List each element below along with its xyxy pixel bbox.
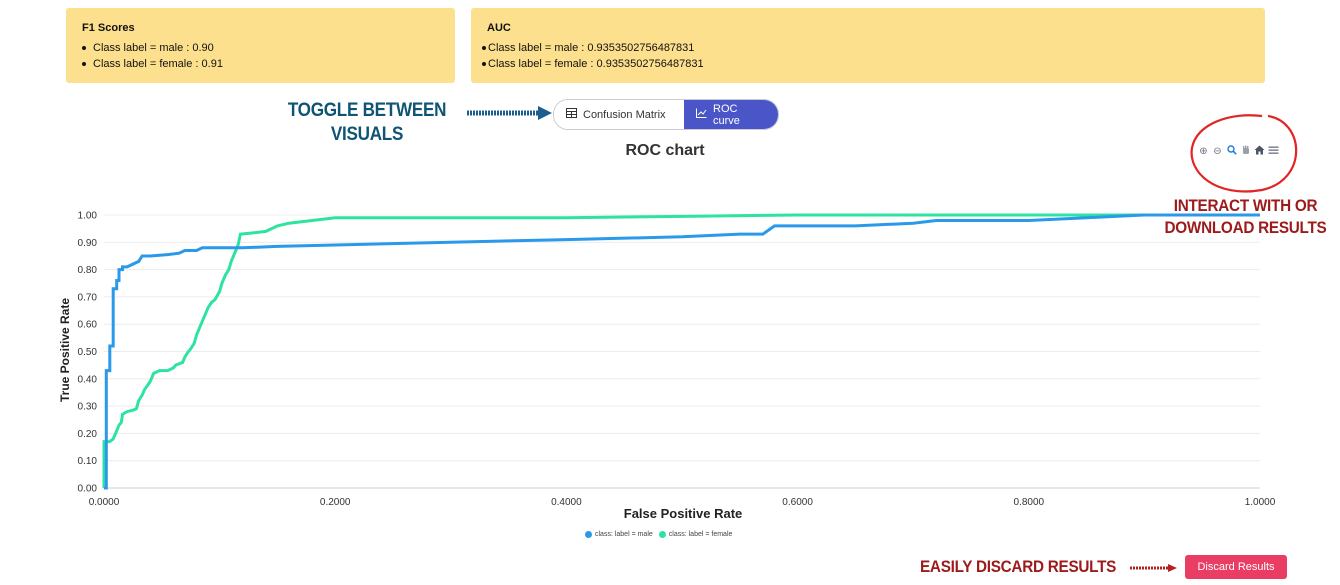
y-tick-label: 0.10	[78, 456, 98, 467]
y-axis-ticks: 0.00 0.10 0.20 0.30 0.40 0.50 0.60 0.70 0.80 0.90…	[78, 211, 98, 495]
table-icon	[566, 108, 577, 121]
roc-curve-label: ROC curve	[713, 102, 740, 127]
y-tick-label: 0.00	[78, 484, 98, 495]
x-tick-label: 1.0000	[1245, 497, 1276, 508]
discard-annotation: EASILY DISCARD RESULTS	[920, 557, 1117, 576]
series-line-male[interactable]	[104, 213, 1260, 490]
visual-toggle: Confusion Matrix ROC curve	[553, 99, 779, 130]
auc-card: AUC Class label = male : 0.9353502756487…	[471, 8, 1265, 83]
interact-annotation-line2: DOWNLOAD RESULTS	[1164, 218, 1327, 237]
y-tick-label: 0.80	[78, 265, 98, 276]
auc-item-male-text: Class label = male : 0.9353502756487831	[488, 42, 695, 54]
legend-item-female[interactable]: class: label = female	[658, 531, 733, 538]
zoom-in-icon[interactable]: ⊕	[1199, 146, 1208, 157]
legend-item-male[interactable]: class: label = male	[585, 531, 653, 538]
f1-scores-card: F1 Scores Class label = male : 0.90 Clas…	[66, 8, 455, 83]
legend-label-male: class: label = male	[595, 531, 653, 538]
y-tick-label: 0.60	[78, 320, 98, 331]
highlight-circle	[1190, 114, 1298, 193]
f1-item-male: Class label = male : 0.90	[82, 40, 455, 56]
auc-item-female-text: Class label = female : 0.935350275648783…	[488, 58, 704, 70]
discard-results-button[interactable]: Discard Results	[1185, 555, 1287, 579]
f1-item-female-text: Class label = female : 0.91	[93, 58, 223, 70]
interact-annotation-line1: INTERACT WITH OR	[1173, 196, 1318, 215]
y-tick-label: 0.30	[78, 402, 98, 413]
confusion-matrix-toggle[interactable]: Confusion Matrix	[554, 100, 684, 129]
y-axis-label: True Positive Rate	[58, 298, 72, 402]
x-tick-label: 0.8000	[1014, 497, 1045, 508]
legend-label-female: class: label = female	[668, 531, 733, 538]
series-line-female[interactable]	[102, 213, 1260, 488]
auc-title: AUC	[487, 22, 511, 34]
home-icon[interactable]	[1254, 145, 1265, 159]
y-tick-label: 0.70	[78, 292, 98, 303]
toggle-arrow	[467, 106, 552, 120]
x-tick-label: 0.6000	[782, 497, 813, 508]
y-tick-label: 0.50	[78, 347, 98, 358]
f1-scores-title: F1 Scores	[82, 22, 135, 34]
discard-arrow	[1130, 564, 1177, 572]
auc-item-female: Class label = female : 0.935350275648783…	[482, 56, 1265, 72]
x-tick-label: 0.0000	[89, 497, 120, 508]
auc-item-male: Class label = male : 0.9353502756487831	[482, 40, 1265, 56]
magnifier-icon[interactable]	[1226, 145, 1237, 159]
x-axis-label: False Positive Rate	[624, 506, 743, 521]
x-tick-label: 0.4000	[551, 497, 582, 508]
legend-swatch-female	[658, 531, 666, 538]
chart-title: ROC chart	[625, 142, 705, 159]
chart-toolbar: ⊕ ⊖	[1198, 145, 1279, 159]
confusion-matrix-label: Confusion Matrix	[583, 108, 666, 121]
y-tick-label: 0.20	[78, 429, 98, 440]
x-tick-label: 0.2000	[320, 497, 351, 508]
y-tick-label: 0.90	[78, 238, 98, 249]
chart-series	[102, 213, 1260, 490]
f1-item-female: Class label = female : 0.91	[82, 56, 455, 72]
toggle-annotation: TOGGLE BETWEEN VISUALS	[286, 99, 448, 147]
legend-swatch-male	[585, 531, 592, 538]
interact-annotation: INTERACT WITH OR DOWNLOAD RESULTS	[1160, 195, 1331, 239]
pan-hand-icon[interactable]	[1240, 145, 1251, 159]
y-tick-label: 0.40	[78, 374, 98, 385]
menu-icon[interactable]	[1268, 145, 1279, 159]
toggle-annotation-line2: VISUALS	[330, 124, 404, 145]
roc-curve-toggle[interactable]: ROC curve	[684, 100, 778, 129]
chart-grid	[104, 214, 1260, 489]
chart-legend: class: label = male class: label = femal…	[585, 531, 732, 538]
x-axis-ticks: 0.0000 0.2000 0.4000 0.6000 0.8000 1.0000	[89, 497, 1276, 508]
toggle-annotation-line1: TOGGLE BETWEEN	[287, 100, 447, 121]
zoom-out-icon[interactable]: ⊖	[1213, 146, 1222, 157]
y-tick-label: 1.00	[78, 211, 98, 222]
line-chart-icon	[696, 108, 707, 121]
f1-item-male-text: Class label = male : 0.90	[93, 42, 214, 54]
